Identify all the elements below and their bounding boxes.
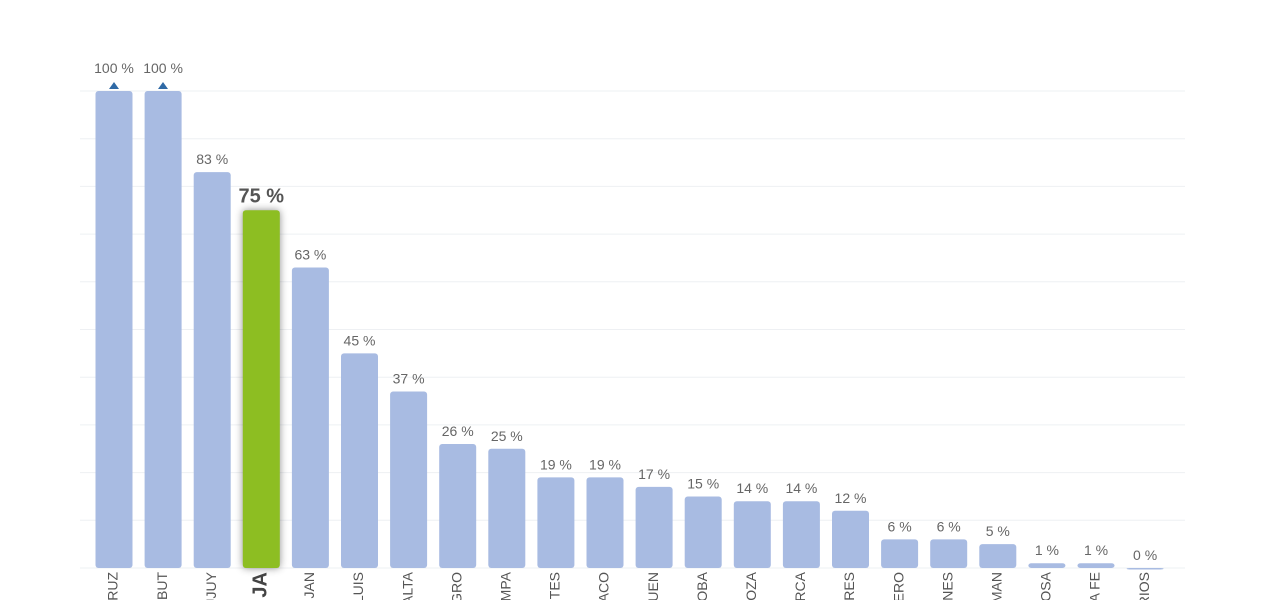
bar xyxy=(1028,563,1066,568)
value-label: 1 % xyxy=(1035,542,1059,558)
bar xyxy=(1126,568,1164,570)
value-label: 14 % xyxy=(736,480,768,496)
value-label: 6 % xyxy=(888,518,912,534)
value-label: 100 % xyxy=(143,60,183,76)
bar xyxy=(586,477,624,568)
x-tick-label: MAN xyxy=(989,572,1005,600)
bar xyxy=(881,539,919,568)
x-tick-label: JAN xyxy=(301,572,317,598)
x-tick-label: LUIS xyxy=(350,572,366,600)
bar xyxy=(782,501,820,568)
bar xyxy=(242,210,280,568)
value-label: 5 % xyxy=(986,523,1010,539)
bar xyxy=(193,172,231,568)
x-tick-label: RES xyxy=(841,572,857,600)
x-tick-label: A FE xyxy=(1087,572,1103,600)
value-label: 17 % xyxy=(638,466,670,482)
x-tick-label: RIOS xyxy=(1136,572,1152,600)
value-label: 45 % xyxy=(344,332,376,348)
x-tick-label: ALTA xyxy=(399,571,415,600)
value-label: 75 % xyxy=(239,185,285,207)
x-tick-label: JA xyxy=(250,572,272,598)
value-label: 1 % xyxy=(1084,542,1108,558)
bar xyxy=(390,391,428,568)
value-label: 0 % xyxy=(1133,547,1157,563)
bar xyxy=(439,443,477,568)
value-label: 6 % xyxy=(937,518,961,534)
bar xyxy=(95,91,133,568)
bar xyxy=(930,539,968,568)
bar xyxy=(488,448,526,568)
value-label: 15 % xyxy=(687,475,719,491)
bar xyxy=(635,486,673,568)
value-label: 12 % xyxy=(835,490,867,506)
value-label: 63 % xyxy=(294,246,326,262)
value-label: 19 % xyxy=(589,456,621,472)
cap-marker xyxy=(158,82,168,89)
x-tick-label: UJUY xyxy=(203,571,219,600)
cap-marker xyxy=(109,82,119,89)
x-tick-label: OZA xyxy=(743,571,759,600)
value-label: 37 % xyxy=(393,371,425,387)
x-tick-label: RCA xyxy=(792,571,808,600)
x-tick-label: BUT xyxy=(154,572,170,600)
x-tick-label: RUZ xyxy=(105,572,121,600)
value-label: 100 % xyxy=(94,60,134,76)
x-tick-label: NTES xyxy=(547,572,563,600)
bar xyxy=(684,496,722,568)
x-tick-label: ACO xyxy=(596,572,612,600)
bar xyxy=(733,501,771,568)
bar xyxy=(341,353,378,568)
x-tick-label: GRO xyxy=(448,572,464,600)
bar xyxy=(291,267,329,568)
bar xyxy=(979,544,1017,568)
x-tick-label: OSA xyxy=(1038,571,1054,600)
bar xyxy=(832,510,869,568)
bar xyxy=(537,477,575,568)
x-tick-label: MPA xyxy=(498,571,514,600)
x-tick-label: OBA xyxy=(694,571,710,600)
value-label: 25 % xyxy=(491,428,523,444)
x-tick-label: UEN xyxy=(645,572,661,600)
value-label: 26 % xyxy=(442,423,474,439)
value-label: 14 % xyxy=(785,480,817,496)
x-tick-label: ERO xyxy=(890,572,906,600)
value-label: 19 % xyxy=(540,456,572,472)
x-tick-label: NES xyxy=(939,572,955,600)
bar xyxy=(1077,563,1115,568)
value-label: 83 % xyxy=(196,151,228,167)
bar xyxy=(144,91,182,568)
